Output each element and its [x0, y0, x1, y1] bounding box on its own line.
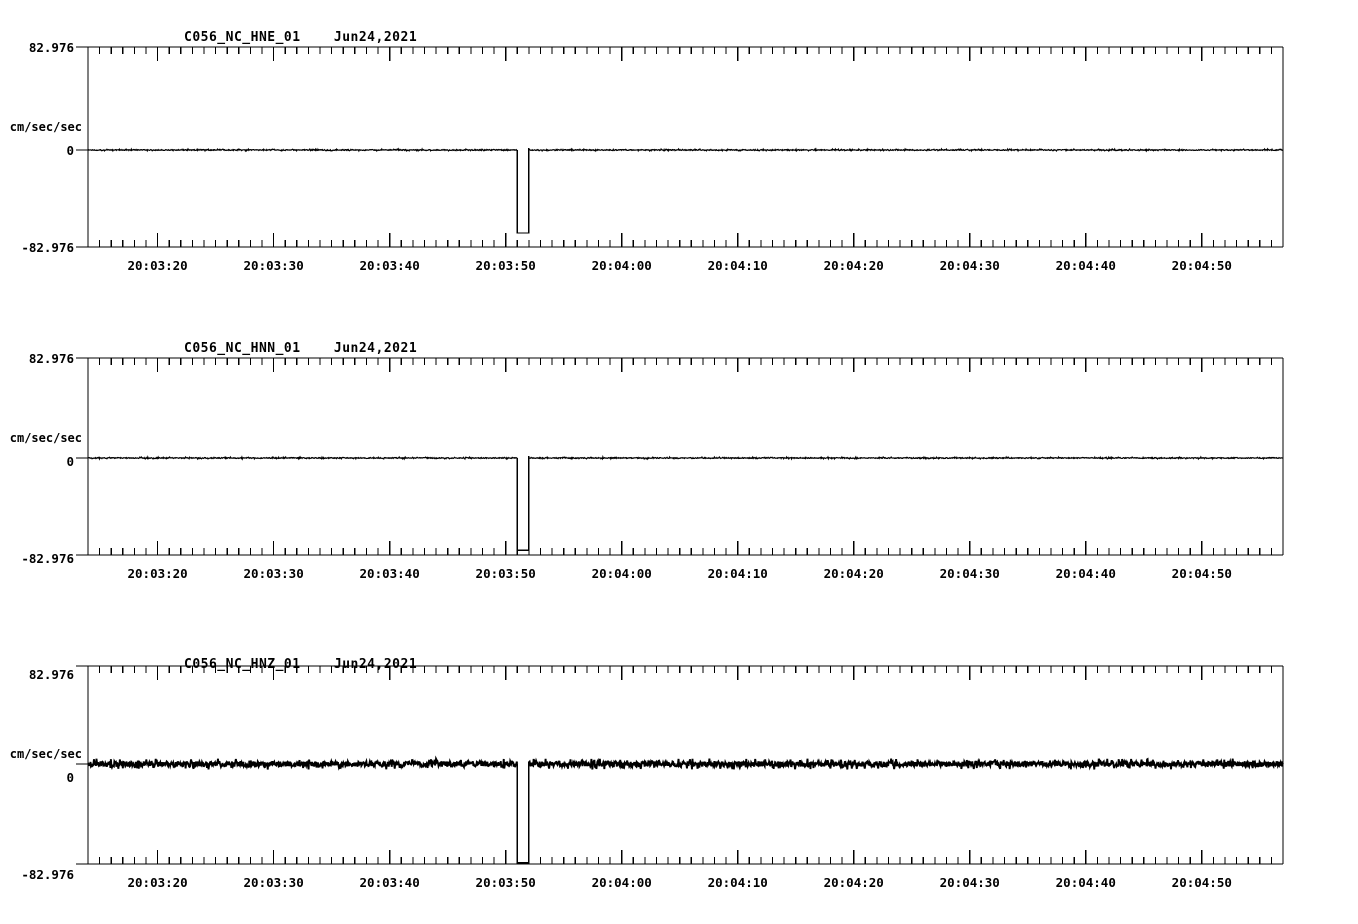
panel-title-hne: C056_NC_HNE_01 Jun24,2021 [184, 30, 418, 45]
xtick-label: 20:03:50 [475, 566, 536, 581]
xtick-label: 20:03:50 [475, 258, 536, 273]
xtick-label: 20:04:40 [1055, 566, 1116, 581]
ytick-label-max-hnn: 82.976 [28, 351, 74, 366]
xtick-label: 20:03:40 [359, 566, 420, 581]
xtick-label: 20:03:20 [127, 875, 188, 890]
xtick-label: 20:04:10 [707, 258, 768, 273]
xtick-label: 20:03:30 [243, 566, 304, 581]
yaxis-unit-label-hne: cm/sec/sec [9, 120, 82, 134]
xtick-label: 20:04:50 [1171, 566, 1232, 581]
xtick-label: 20:03:50 [475, 875, 536, 890]
xtick-label: 20:04:40 [1055, 875, 1116, 890]
xtick-label: 20:04:00 [591, 566, 652, 581]
xtick-label: 20:03:40 [359, 258, 420, 273]
ytick-label-zero-hne: 0 [66, 143, 74, 158]
plot-area-hnz [76, 665, 1284, 865]
xtick-label: 20:04:20 [823, 566, 884, 581]
panel-title-hnn: C056_NC_HNN_01 Jun24,2021 [184, 341, 418, 356]
xtick-label: 20:04:50 [1171, 875, 1232, 890]
ytick-label-min-hnn: -82.976 [21, 551, 74, 566]
ytick-label-min-hnz: -82.976 [21, 867, 74, 882]
ytick-label-zero-hnn: 0 [66, 454, 74, 469]
xtick-label: 20:03:30 [243, 875, 304, 890]
panel-title-hnz: C056_NC_HNZ_01 Jun24,2021 [184, 657, 418, 672]
xtick-label: 20:04:50 [1171, 258, 1232, 273]
xtick-label: 20:03:40 [359, 875, 420, 890]
ytick-label-zero-hnz: 0 [66, 770, 74, 785]
ytick-label-min-hne: -82.976 [21, 240, 74, 255]
xtick-label: 20:03:20 [127, 258, 188, 273]
ytick-label-max-hne: 82.976 [28, 40, 74, 55]
xtick-label: 20:03:20 [127, 566, 188, 581]
yaxis-unit-label-hnz: cm/sec/sec [9, 747, 82, 761]
trace-panel-hnz: C056_NC_HNZ_01 Jun24,2021 82.976 cm/sec/… [0, 616, 1358, 924]
xtick-label: 20:04:10 [707, 875, 768, 890]
trace-panel-hne: C056_NC_HNE_01 Jun24,2021 82.976 cm/sec/… [0, 0, 1358, 300]
plot-area-hnn [76, 357, 1284, 556]
xtick-label: 20:04:40 [1055, 258, 1116, 273]
xtick-label: 20:04:00 [591, 875, 652, 890]
trace-panel-hnn: C056_NC_HNN_01 Jun24,2021 82.976 cm/sec/… [0, 308, 1358, 608]
xtick-label: 20:04:30 [939, 875, 1000, 890]
xtick-label: 20:04:20 [823, 875, 884, 890]
xtick-label: 20:04:30 [939, 258, 1000, 273]
ytick-label-max-hnz: 82.976 [28, 667, 74, 682]
xtick-label: 20:04:00 [591, 258, 652, 273]
yaxis-unit-label-hnn: cm/sec/sec [9, 431, 82, 445]
xtick-label: 20:04:30 [939, 566, 1000, 581]
plot-area-hne [76, 46, 1284, 248]
xtick-label: 20:04:10 [707, 566, 768, 581]
xtick-label: 20:03:30 [243, 258, 304, 273]
xtick-label: 20:04:20 [823, 258, 884, 273]
